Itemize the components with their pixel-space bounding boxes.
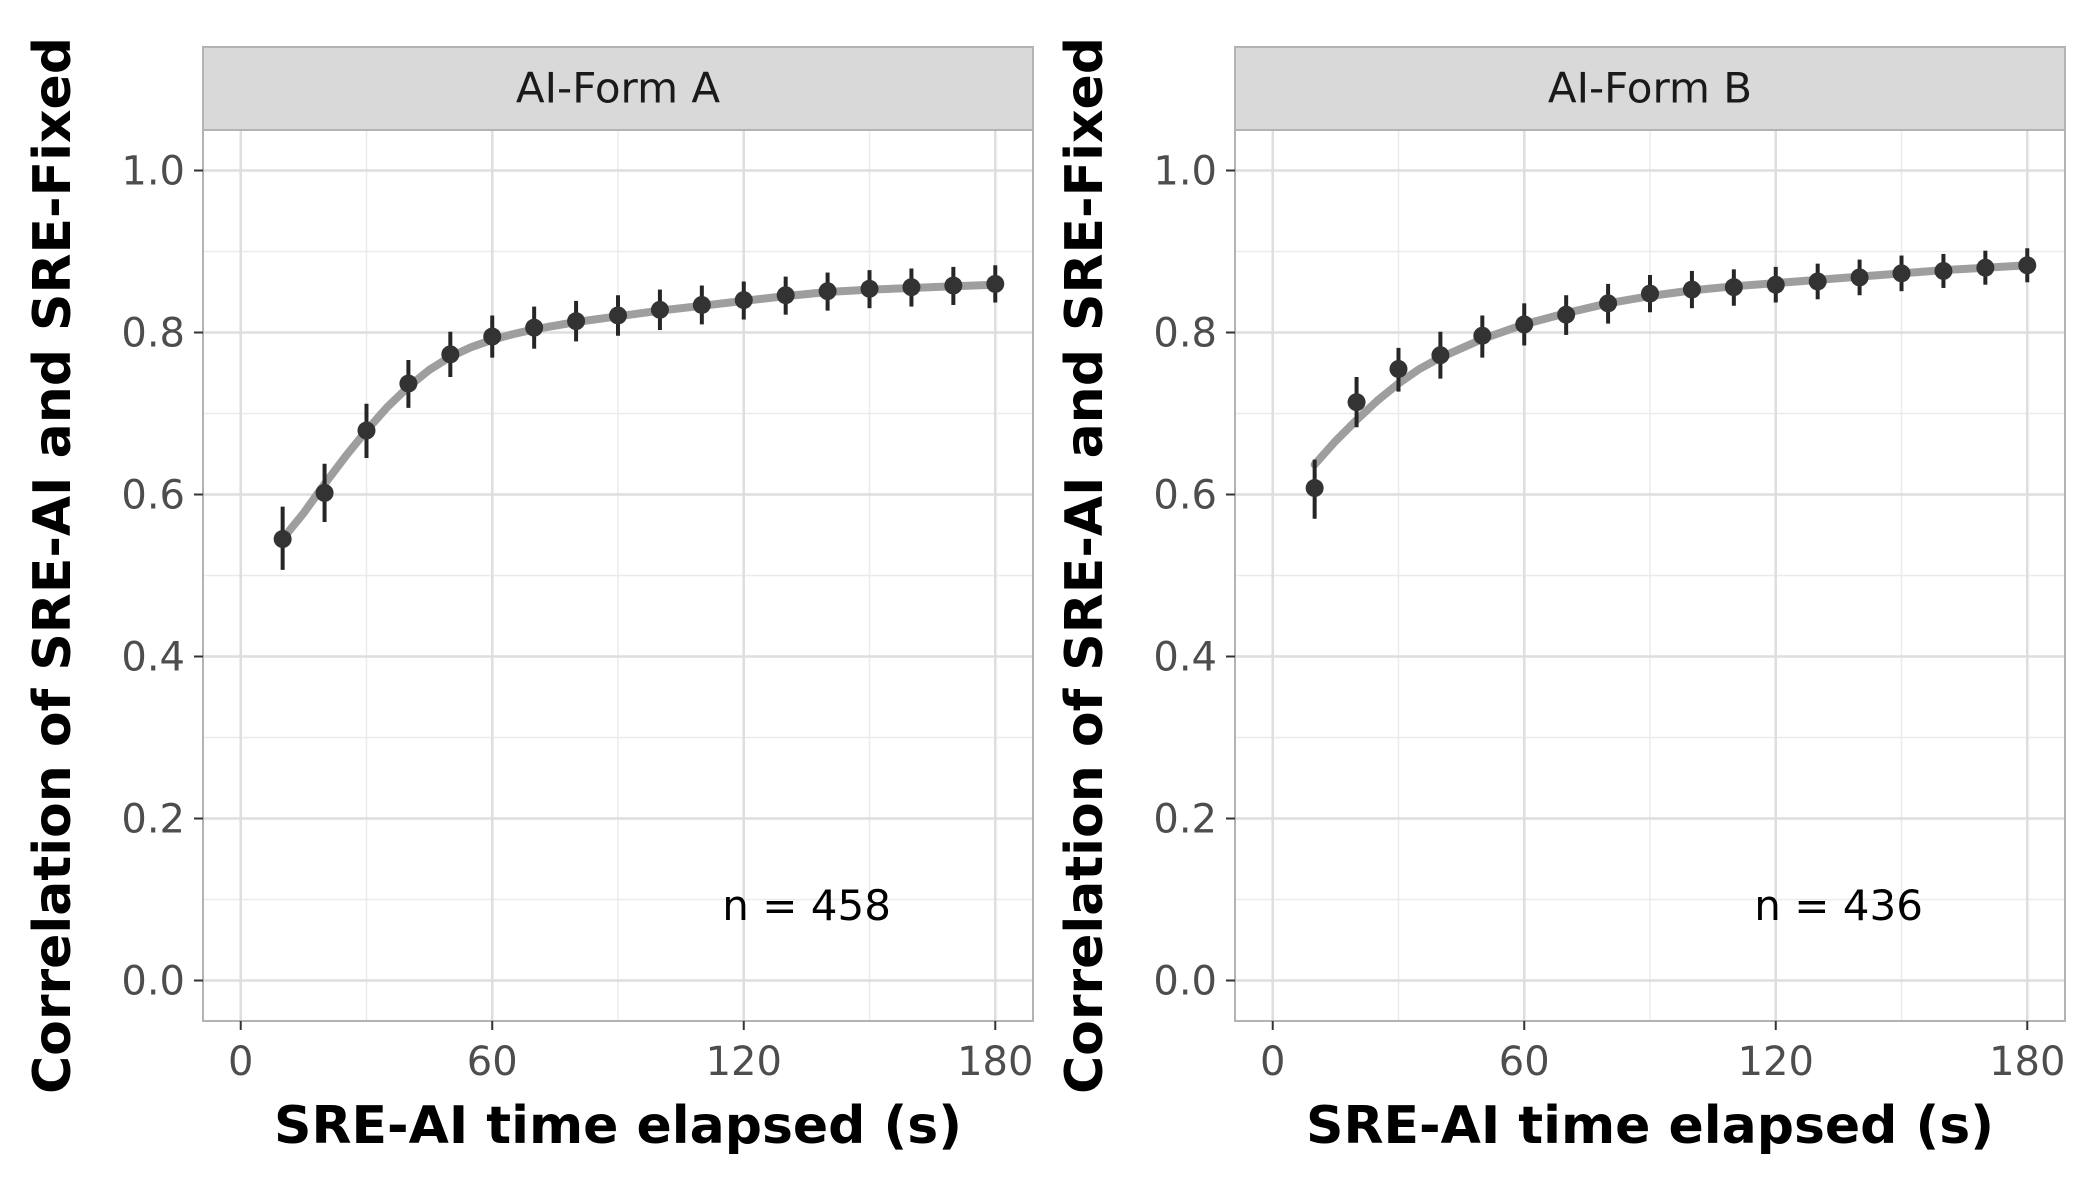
data-point (567, 312, 586, 331)
data-point (441, 345, 460, 364)
data-point (2018, 256, 2037, 275)
data-point (650, 300, 669, 319)
x-axis-title: SRE-AI time elapsed (s) (274, 1096, 962, 1156)
chart-panels: AI-Form A 0.0 0.2 0.4 0.6 0.8 1.0 0 60 120 180 SRE-… (23, 37, 2066, 1156)
y-tick-label: 0.0 (121, 959, 185, 1005)
data-point (357, 421, 376, 440)
x-tick-label: 60 (467, 1039, 518, 1085)
data-point (1892, 264, 1911, 283)
sample-size-annotation: n = 458 (722, 881, 891, 930)
data-point (1850, 268, 1869, 287)
facet-strip (1234, 46, 2066, 131)
facet-strip (202, 46, 1034, 131)
x-tick-label: 180 (1989, 1039, 2065, 1085)
data-point (1934, 261, 1953, 280)
data-point (1389, 359, 1408, 378)
facet-strip-label: AI-Form B (1548, 64, 1752, 113)
x-axis-title: SRE-AI time elapsed (s) (1306, 1096, 1994, 1156)
y-tick-label: 0.6 (121, 473, 185, 519)
y-axis-title: Correlation of SRE-AI and SRE-Fixed (1055, 37, 1115, 1094)
x-tick-label: 180 (957, 1039, 1033, 1085)
data-point (776, 286, 795, 305)
data-point (860, 279, 879, 298)
data-point (1431, 346, 1450, 365)
y-tick-label: 0.8 (121, 311, 185, 357)
x-tick-label: 0 (1260, 1039, 1285, 1085)
y-axis-title: Correlation of SRE-AI and SRE-Fixed (23, 37, 83, 1094)
x-tick-label: 120 (1738, 1039, 1814, 1085)
data-point (273, 530, 292, 549)
data-point (1641, 284, 1659, 303)
data-point (609, 306, 627, 325)
y-tick-label: 0.0 (1153, 959, 1217, 1005)
data-point (525, 318, 544, 337)
x-tick-label: 0 (228, 1039, 253, 1085)
y-tick-label: 0.8 (1153, 311, 1217, 357)
data-point (944, 276, 963, 295)
y-tick-label: 1.0 (1153, 149, 1217, 195)
x-tick-label: 60 (1499, 1039, 1550, 1085)
data-point (1724, 278, 1743, 297)
data-point (818, 282, 837, 301)
data-point (1599, 294, 1618, 313)
data-point (1808, 272, 1827, 291)
data-point (1682, 280, 1701, 299)
data-point (483, 327, 502, 346)
data-point (315, 483, 334, 502)
y-tick-label: 1.0 (121, 149, 185, 195)
facet-strip-label: AI-Form A (516, 64, 720, 113)
panel-a: AI-Form A 0.0 0.2 0.4 0.6 0.8 1.0 0 60 120 180 SRE-… (23, 37, 1034, 1156)
data-point (1766, 275, 1785, 294)
data-point (1557, 305, 1576, 324)
data-point (902, 278, 921, 297)
x-tick-label: 120 (706, 1039, 782, 1085)
y-tick-label: 0.6 (1153, 473, 1217, 519)
data-point (734, 291, 753, 310)
y-tick-label: 0.2 (121, 797, 185, 843)
data-point (1347, 393, 1366, 412)
data-point (1305, 479, 1324, 498)
data-point (399, 374, 418, 393)
data-point (692, 295, 711, 314)
sample-size-annotation: n = 436 (1754, 881, 1923, 930)
data-point (986, 274, 1005, 293)
y-tick-label: 0.4 (1153, 635, 1217, 681)
y-tick-label: 0.4 (121, 635, 185, 681)
y-tick-label: 0.2 (1153, 797, 1217, 843)
data-point (1473, 326, 1492, 345)
panel-b: AI-Form B 0.0 0.2 0.4 0.6 0.8 1.0 0 60 120 180 SRE-… (1055, 37, 2066, 1156)
data-point (1976, 258, 1995, 277)
data-point (1515, 315, 1534, 334)
